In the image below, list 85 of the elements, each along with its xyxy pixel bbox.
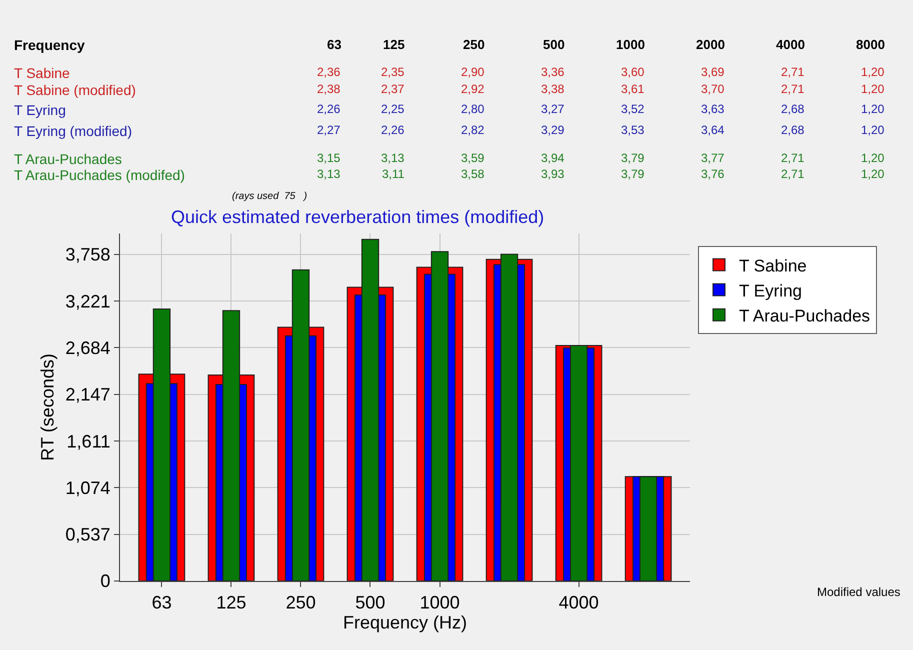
data-label: 3,29 xyxy=(541,123,565,137)
data-label: 3,61 xyxy=(621,82,645,96)
text: Frequency xyxy=(14,37,86,53)
x-tick-label: 250 xyxy=(286,592,316,613)
data-label: 3,76 xyxy=(701,167,725,181)
data-label: 3,11 xyxy=(382,167,405,181)
data-label: 3,79 xyxy=(621,151,645,165)
category-label: 63 xyxy=(327,37,342,52)
y-axis-title: RT (seconds) xyxy=(38,353,58,461)
data-label: 3,64 xyxy=(701,123,725,137)
text: Modified values xyxy=(817,585,900,599)
data-label: 2,26 xyxy=(317,102,341,116)
data-label: 2,38 xyxy=(317,82,341,96)
legend-label: T Sabine (modified) xyxy=(14,82,136,98)
data-label: 1,20 xyxy=(861,167,885,181)
data-label: 2,71 xyxy=(781,151,805,165)
data-label: 3,36 xyxy=(541,65,565,79)
x-tick-label: 63 xyxy=(152,592,172,613)
data-label: 3,69 xyxy=(701,65,725,79)
category-label: 8000 xyxy=(856,37,885,52)
y-tick-label: 3,221 xyxy=(65,291,110,312)
category-label: 125 xyxy=(383,37,405,52)
data-label: 2,90 xyxy=(461,65,485,79)
x-tick-label: 125 xyxy=(216,592,246,613)
legend-label: T Eyring (modified) xyxy=(14,123,132,139)
data-label: 2,80 xyxy=(461,102,485,116)
data-label: 3,52 xyxy=(621,102,645,116)
data-label: 2,82 xyxy=(461,123,485,137)
category-label: 1000 xyxy=(616,37,645,52)
x-axis-title: Frequency (Hz) xyxy=(342,612,468,633)
data-label: 2,71 xyxy=(781,82,805,96)
data-label: 3,59 xyxy=(461,151,485,165)
category-label: 250 xyxy=(463,37,485,52)
data-label: 3,94 xyxy=(541,151,565,165)
category-label: 500 xyxy=(543,37,565,52)
data-label: 2,68 xyxy=(781,123,805,137)
data-label: 3,15 xyxy=(317,151,341,165)
category-label: 2000 xyxy=(696,37,725,52)
data-label: 1,20 xyxy=(861,82,885,96)
data-label: 3,60 xyxy=(621,65,645,79)
data-label: 2,35 xyxy=(381,65,405,79)
data-label: 3,53 xyxy=(621,123,645,137)
y-tick-label: 3,758 xyxy=(65,244,110,265)
y-tick-label: 2,147 xyxy=(65,384,110,405)
x-tick-label: 1000 xyxy=(420,592,460,613)
data-label: 2,26 xyxy=(381,123,405,137)
data-label: 1,20 xyxy=(861,102,885,116)
legend-label: T Sabine xyxy=(739,256,807,276)
y-tick-label: 1,074 xyxy=(65,478,110,498)
data-label: 3,58 xyxy=(461,167,485,181)
data-label: 2,25 xyxy=(381,102,405,116)
data-label: 1,20 xyxy=(861,151,885,165)
data-label: 2,68 xyxy=(781,102,805,116)
data-label: 2,92 xyxy=(461,82,485,96)
x-tick-label: 500 xyxy=(355,592,386,613)
data-label: 1,20 xyxy=(861,65,885,79)
legend-label: T Arau-Puchades xyxy=(739,306,870,326)
data-label: 2,71 xyxy=(781,65,805,79)
data-label: 3,77 xyxy=(701,151,725,165)
data-label: 3,63 xyxy=(701,102,725,116)
data-label: 2,27 xyxy=(317,123,341,137)
chart-title: Quick estimated reverberation times (modified) xyxy=(171,207,544,227)
data-label: 3,79 xyxy=(621,167,645,181)
category-label: 4000 xyxy=(776,37,805,52)
y-tick-label: 1,611 xyxy=(66,431,110,452)
data-label: 3,38 xyxy=(541,82,565,96)
data-label: 1,20 xyxy=(861,123,885,137)
y-tick-label: 0,537 xyxy=(65,524,110,545)
data-label: 3,27 xyxy=(541,102,565,116)
data-label: 2,71 xyxy=(781,167,805,181)
y-tick-label: 2,684 xyxy=(65,338,110,358)
data-label: 2,37 xyxy=(381,82,405,96)
legend-label: T Sabine xyxy=(14,65,70,81)
data-label: 3,13 xyxy=(381,151,405,165)
data-label: 3,93 xyxy=(541,167,565,181)
y-tick-label: 0 xyxy=(100,571,110,592)
legend-label: T Eyring xyxy=(14,102,66,118)
text: (rays used 75 ) xyxy=(232,191,308,202)
legend-label: T Arau-Puchades xyxy=(14,151,122,167)
data-label: 2,36 xyxy=(317,65,341,79)
legend-label: T Arau-Puchades (modifed) xyxy=(14,167,185,183)
legend-label: T Eyring xyxy=(739,281,802,300)
x-tick-label: 4000 xyxy=(558,592,599,613)
data-label: 3,70 xyxy=(701,82,725,96)
data-label: 3,13 xyxy=(317,167,341,181)
